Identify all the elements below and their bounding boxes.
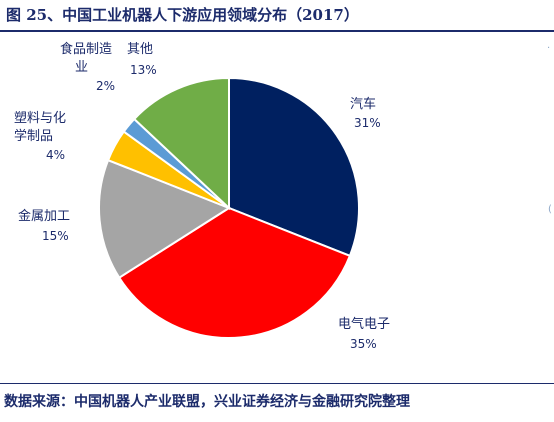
- slice-value-other: 13%: [130, 63, 157, 77]
- slice-label-plastics: 学制品: [14, 128, 53, 144]
- slice-value-metal: 15%: [42, 229, 69, 243]
- slice-value-auto: 31%: [354, 116, 381, 130]
- slice-label-food: 业: [75, 60, 88, 75]
- slice-label-food: 食品制造: [60, 41, 112, 57]
- pie-chart: 汽车 31% 电气电子 35% 金属加工 15% 塑料与化 学制品 4% 食品制…: [14, 41, 390, 351]
- title-rule: [0, 30, 554, 32]
- slice-value-food: 2%: [96, 79, 115, 93]
- slice-value-plastics: 4%: [46, 148, 65, 162]
- pie-slice-metal: [98, 158, 232, 280]
- edge-artifact: ·: [547, 43, 551, 54]
- source-rule: [0, 383, 554, 384]
- slice-value-electronics: 35%: [350, 337, 377, 351]
- slice-label-metal: 金属加工: [18, 208, 70, 224]
- slice-label-plastics: 塑料与化: [14, 111, 66, 126]
- edge-artifact: (: [548, 204, 552, 215]
- slice-label-other: 其他: [127, 42, 153, 57]
- pie-slice-auto: [228, 76, 360, 258]
- figure-title: 图 25、中国工业机器人下游应用领域分布（2017）: [6, 6, 359, 24]
- pie-slice-electronics: [117, 206, 352, 339]
- pie-slices: [98, 76, 360, 339]
- pie-slice-other: [132, 76, 230, 211]
- source-note: 数据来源：中国机器人产业联盟，兴业证券经济与金融研究院整理: [4, 394, 410, 410]
- slice-label-auto: 汽车: [350, 96, 376, 112]
- slice-label-electronics: 电气电子: [338, 316, 390, 332]
